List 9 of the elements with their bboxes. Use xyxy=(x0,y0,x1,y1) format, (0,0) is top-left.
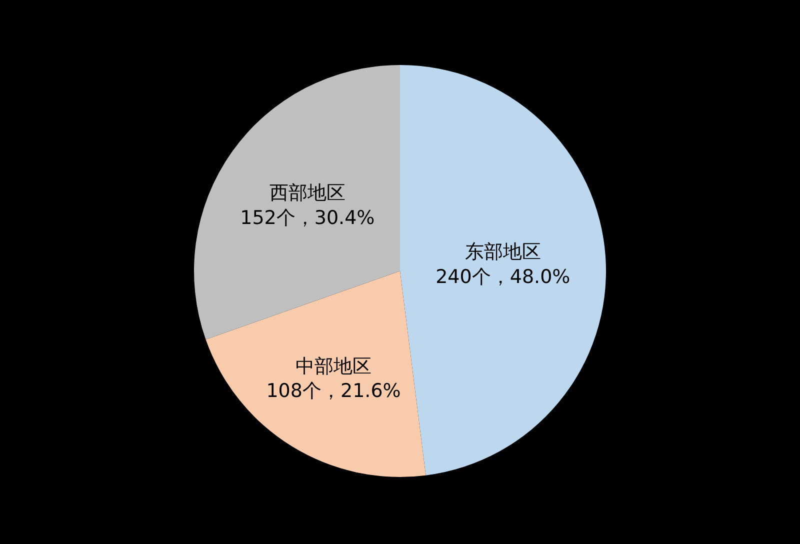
data-label: 152个，30.4% xyxy=(240,206,375,229)
slice-label: 东部地区 xyxy=(464,241,541,264)
pie-slice xyxy=(206,271,426,477)
slice-label: 西部地区 xyxy=(269,182,346,204)
data-label: 240个，48.0% xyxy=(436,266,570,288)
pie-slice xyxy=(194,65,400,340)
pie-slice xyxy=(400,65,606,476)
data-label: 108个，21.6% xyxy=(266,380,401,402)
slice-label: 中部地区 xyxy=(296,355,372,378)
